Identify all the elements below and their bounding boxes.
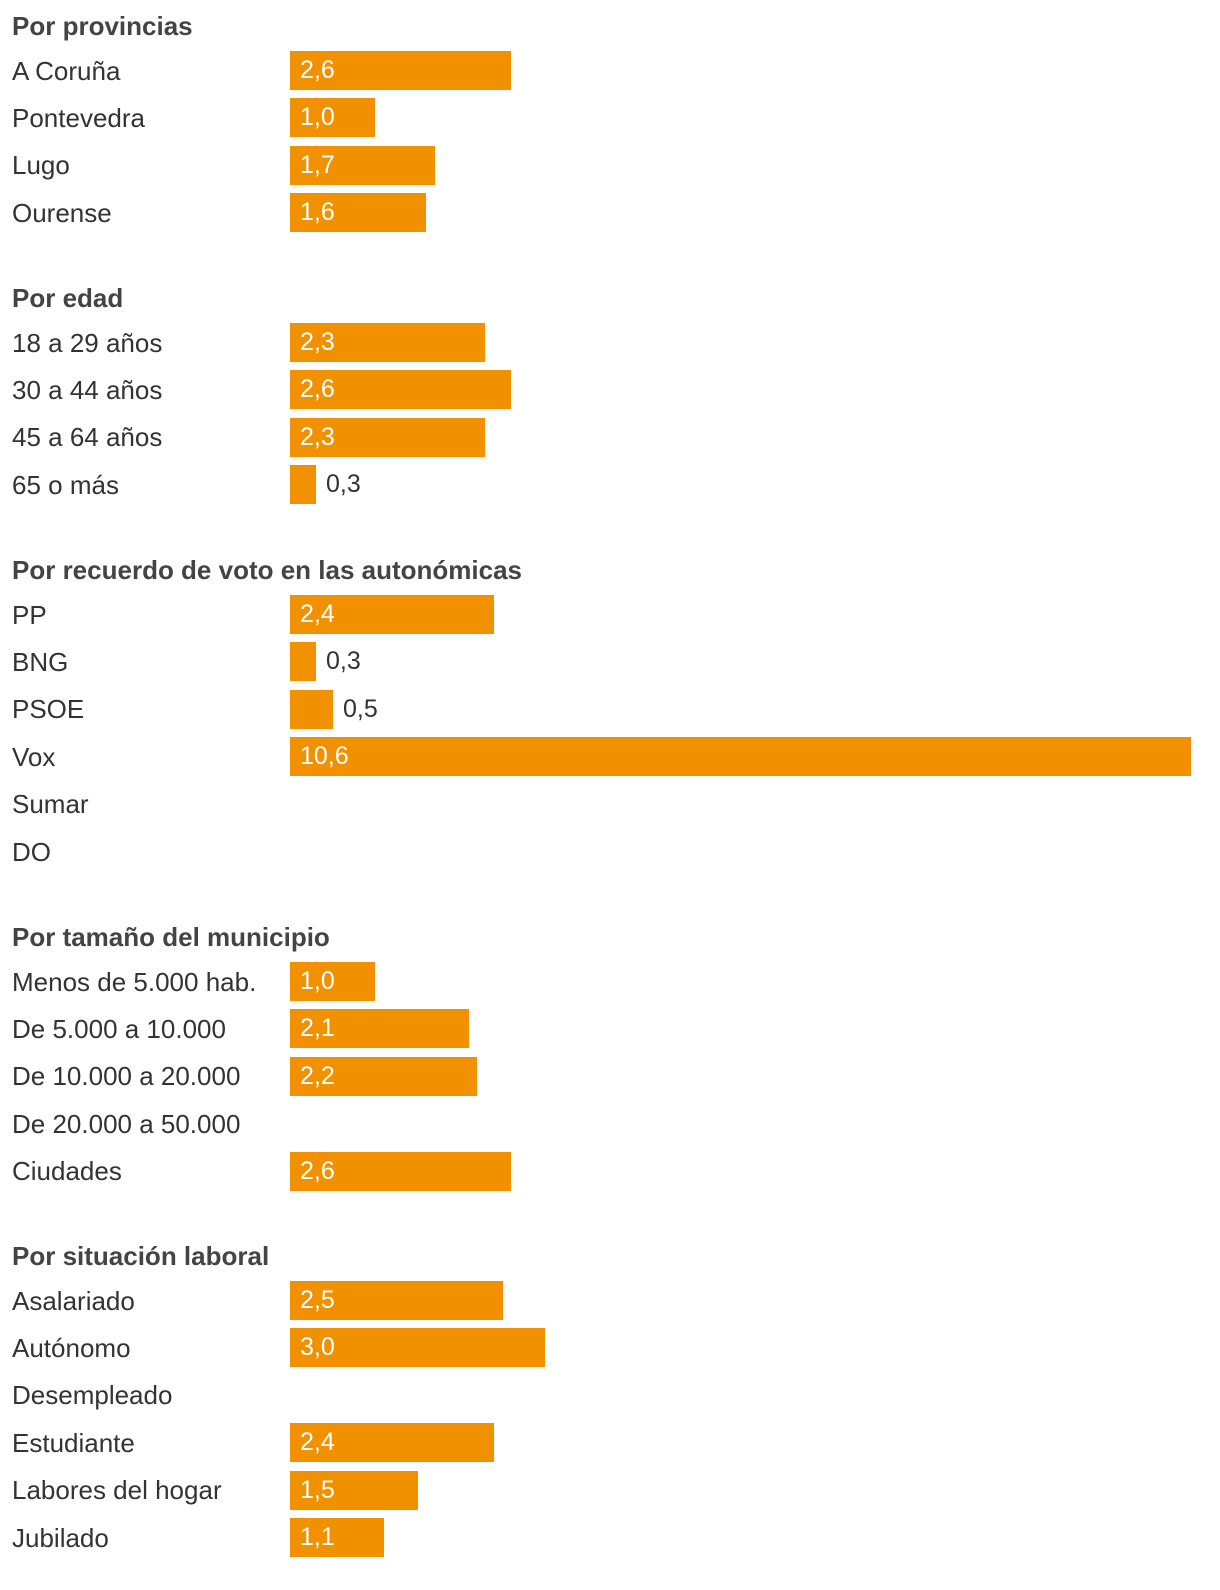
category-label: Lugo xyxy=(12,150,70,181)
category-label: Estudiante xyxy=(12,1427,135,1458)
category-label: Jubilado xyxy=(12,1522,109,1553)
data-label: 2,2 xyxy=(300,1061,335,1090)
bar xyxy=(290,145,435,185)
category-label: De 5.000 a 10.000 xyxy=(12,1013,226,1044)
data-label: 2,6 xyxy=(300,1156,335,1185)
category-label: DO xyxy=(12,836,51,867)
category-label: Menos de 5.000 hab. xyxy=(12,966,257,997)
bar xyxy=(290,1470,418,1510)
data-label: 1,1 xyxy=(300,1523,335,1551)
section-title: Por situación laboral xyxy=(12,1241,270,1271)
data-label: 1,0 xyxy=(300,103,335,132)
bar xyxy=(290,417,485,457)
category-label: 18 a 29 años xyxy=(12,327,163,358)
data-label: 0,3 xyxy=(326,470,361,499)
category-label: PP xyxy=(12,599,47,630)
bar xyxy=(290,51,511,90)
data-label: 1,7 xyxy=(300,150,335,179)
category-label: Ourense xyxy=(12,197,112,228)
data-label: 2,4 xyxy=(300,600,335,628)
category-label: 65 o más xyxy=(12,469,119,500)
category-label: Labores del hogar xyxy=(12,1475,222,1506)
section-title: Por tamaño del municipio xyxy=(12,922,330,952)
bar xyxy=(290,1009,469,1049)
data-label: 10,6 xyxy=(300,742,349,771)
category-label: Pontevedra xyxy=(12,102,145,133)
bar xyxy=(290,1423,494,1463)
data-label: 2,1 xyxy=(300,1014,335,1043)
bar xyxy=(290,1518,384,1557)
data-label: 3,0 xyxy=(300,1333,335,1362)
bar xyxy=(290,465,316,505)
bar xyxy=(290,962,375,1001)
category-label: Ciudades xyxy=(12,1156,122,1187)
category-label: De 20.000 a 50.000 xyxy=(12,1108,241,1139)
data-label: 2,6 xyxy=(300,56,335,84)
section-title: Por edad xyxy=(12,283,124,313)
data-label: 2,4 xyxy=(300,1428,335,1457)
category-label: BNG xyxy=(12,646,69,677)
bar xyxy=(290,1281,503,1320)
bar xyxy=(290,1151,511,1191)
category-label: Asalariado xyxy=(12,1285,135,1316)
data-label: 2,5 xyxy=(300,1286,335,1314)
bar xyxy=(290,98,375,138)
category-label: De 10.000 a 20.000 xyxy=(12,1061,241,1092)
category-label: A Coruña xyxy=(12,55,121,86)
data-label: 1,5 xyxy=(300,1475,335,1504)
data-label: 0,5 xyxy=(343,694,378,723)
bar xyxy=(290,595,494,634)
data-label: 2,3 xyxy=(300,328,335,356)
bar xyxy=(290,370,511,410)
category-label: PSOE xyxy=(12,694,85,725)
bar xyxy=(290,1328,545,1368)
data-label: 1,0 xyxy=(300,967,335,995)
bar xyxy=(290,193,426,233)
bar xyxy=(290,689,333,729)
data-label: 0,3 xyxy=(326,647,361,676)
category-label: Desempleado xyxy=(12,1380,173,1411)
category-label: 45 a 64 años xyxy=(12,422,163,453)
bar xyxy=(290,323,485,362)
bar xyxy=(290,1056,477,1096)
category-label: 30 a 44 años xyxy=(12,374,163,405)
category-label: Autónomo xyxy=(12,1332,131,1363)
data-label: 2,3 xyxy=(300,422,335,451)
section-title: Por provincias xyxy=(12,11,193,41)
category-label: Vox xyxy=(12,741,56,772)
bar xyxy=(290,737,1191,777)
section-title: Por recuerdo de voto en las autonómicas xyxy=(12,555,523,585)
data-label: 2,6 xyxy=(300,375,335,404)
data-label: 1,6 xyxy=(300,198,335,227)
category-label: Sumar xyxy=(12,789,89,820)
bar xyxy=(290,642,316,682)
